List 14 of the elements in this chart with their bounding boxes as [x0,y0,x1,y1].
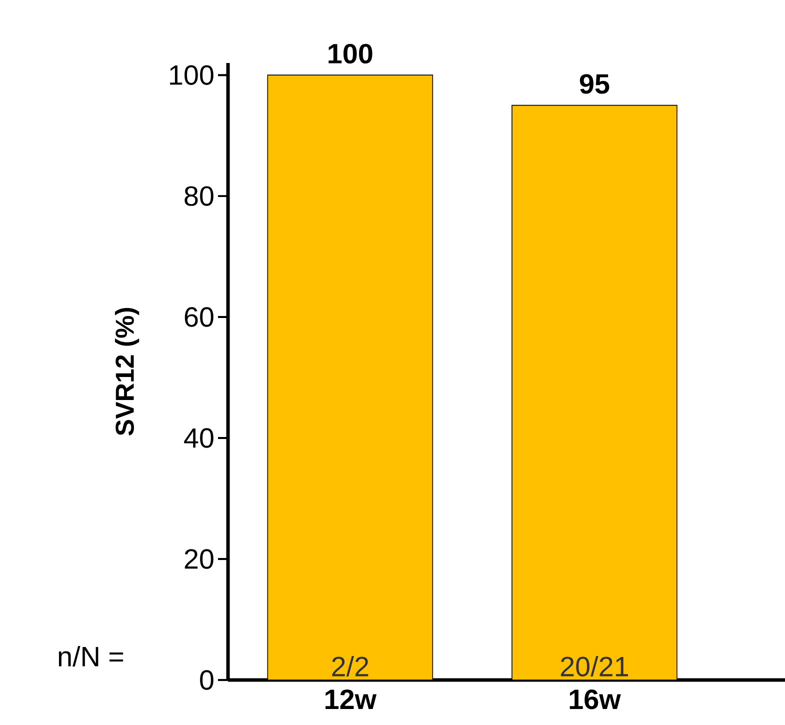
data-label: 95 [580,74,610,94]
y-tick-label: 100 [170,65,214,85]
y-tick-label: 80 [184,186,214,206]
x-tick-label: 16w [570,690,621,710]
annotation: 20/21 [560,656,628,676]
text: n/N = [58,646,124,666]
y-axis-title: SVR12 (%) [114,308,140,436]
y-tick-label: 40 [184,428,214,448]
annotation: 2/2 [332,656,368,676]
y-tick-label: 20 [184,549,214,569]
data-label: 100 [328,44,372,64]
y-tick-label: 60 [184,307,214,327]
y-tick-label: 0 [200,670,214,690]
x-tick-label: 12w [326,690,377,709]
